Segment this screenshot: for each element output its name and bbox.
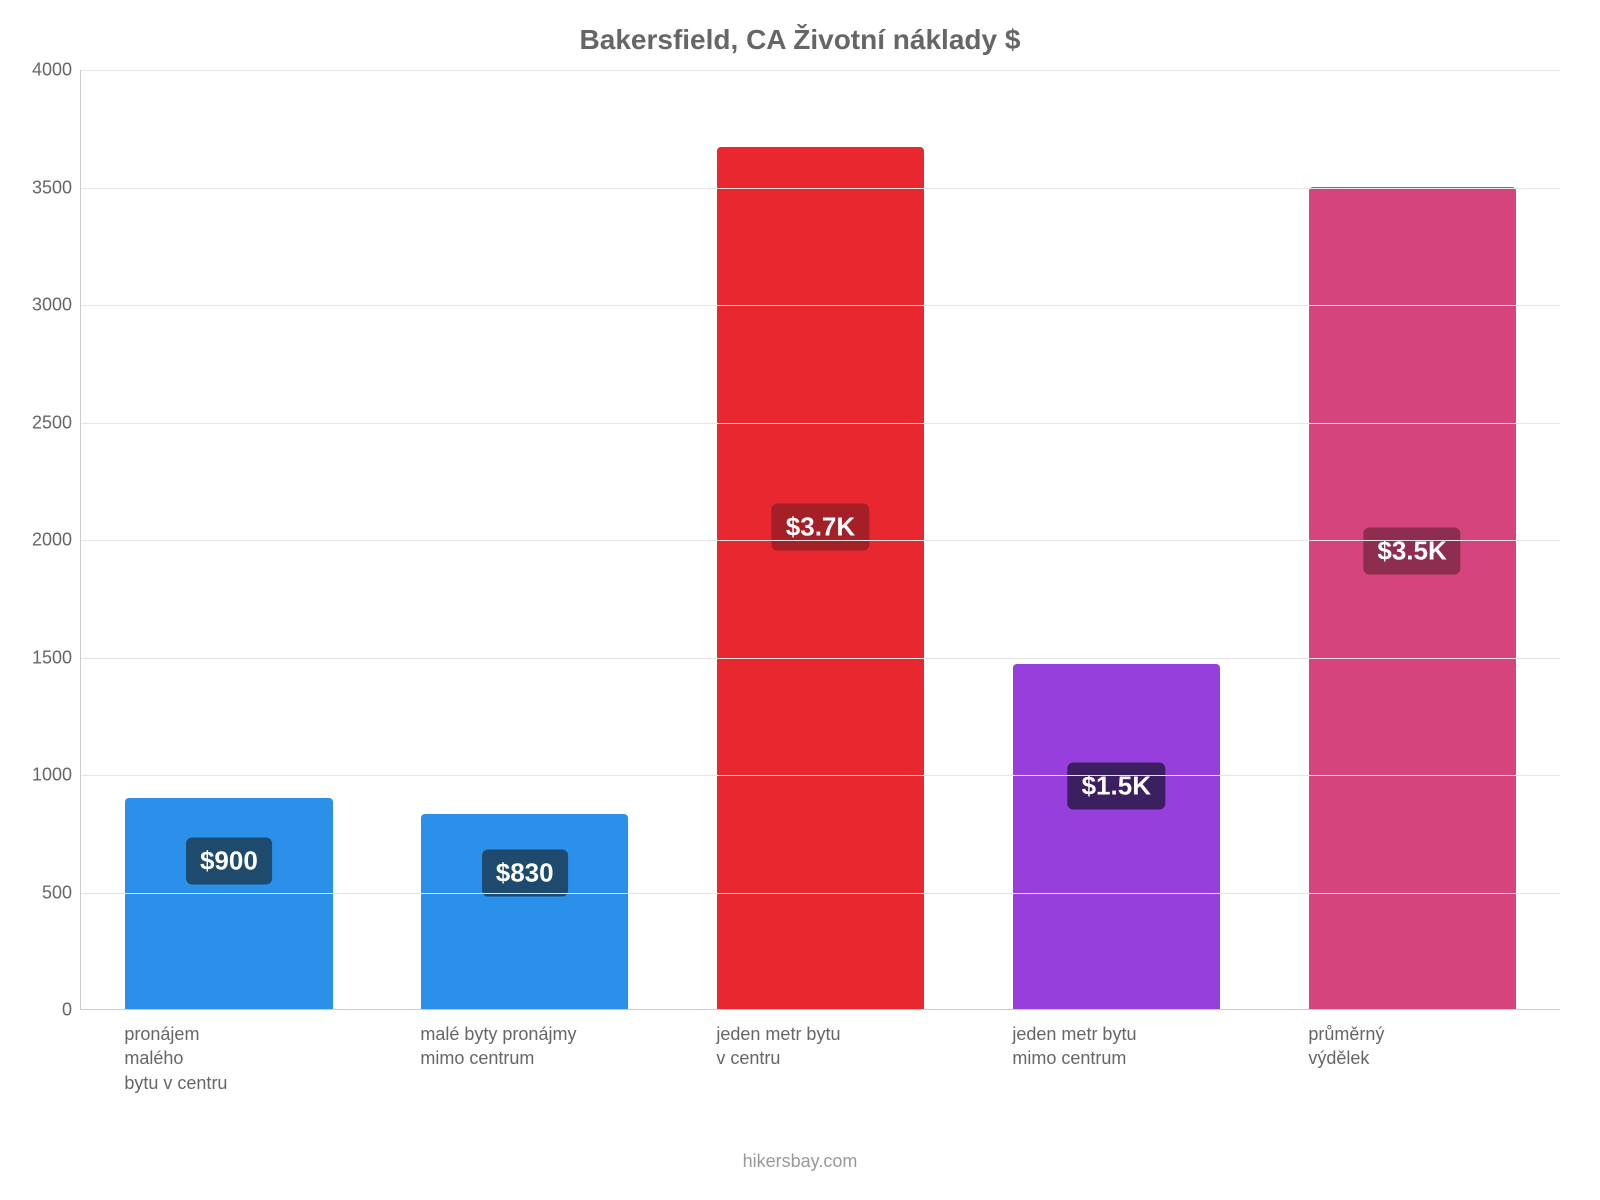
chart-credit: hikersbay.com (0, 1151, 1600, 1172)
gridline (81, 658, 1560, 659)
y-tick-label: 1500 (12, 647, 72, 668)
gridline (81, 893, 1560, 894)
bar-value-label: $1.5K (1068, 762, 1165, 809)
bar (717, 147, 924, 1009)
bar (1309, 187, 1516, 1010)
gridline (81, 70, 1560, 71)
y-tick-label: 2000 (12, 530, 72, 551)
bar-value-label: $3.5K (1363, 527, 1460, 574)
gridline (81, 540, 1560, 541)
plot-area: $900 $830 $3.7K $1.5K $3.5K (80, 70, 1560, 1010)
bar (421, 814, 628, 1009)
x-tick-label: průměrný výdělek (1308, 1022, 1384, 1071)
bar-value-label: $3.7K (772, 504, 869, 551)
y-tick-label: 1000 (12, 765, 72, 786)
chart-title: Bakersfield, CA Životní náklady $ (0, 24, 1600, 56)
gridline (81, 775, 1560, 776)
y-tick-label: 0 (12, 1000, 72, 1021)
x-tick-label: malé byty pronájmy mimo centrum (420, 1022, 576, 1071)
bar-value-label: $900 (186, 837, 272, 884)
x-tick-label: jeden metr bytu mimo centrum (1012, 1022, 1136, 1071)
y-tick-label: 4000 (12, 60, 72, 81)
x-tick-label: jeden metr bytu v centru (716, 1022, 840, 1071)
cost-of-living-chart: Bakersfield, CA Životní náklady $ $900 $8… (0, 0, 1600, 1200)
bar-value-label: $830 (482, 849, 568, 896)
gridline (81, 305, 1560, 306)
y-tick-label: 2500 (12, 412, 72, 433)
gridline (81, 188, 1560, 189)
bar (1013, 664, 1220, 1009)
gridline (81, 423, 1560, 424)
y-tick-label: 3000 (12, 295, 72, 316)
y-tick-label: 3500 (12, 177, 72, 198)
y-tick-label: 500 (12, 882, 72, 903)
x-tick-label: pronájem malého bytu v centru (124, 1022, 227, 1095)
bar (125, 798, 332, 1010)
